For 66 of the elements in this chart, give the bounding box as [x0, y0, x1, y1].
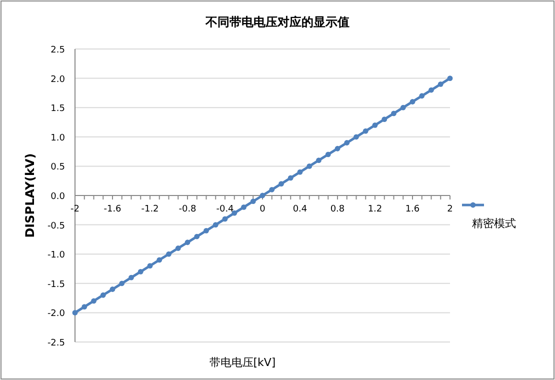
y-tick-label: 2.0 [50, 74, 66, 85]
y-tick-label: -1.0 [47, 250, 66, 261]
point [325, 152, 331, 158]
legend-label: 精密模式 [472, 217, 516, 230]
point [419, 93, 425, 99]
point [222, 216, 228, 222]
point [306, 164, 312, 169]
point [362, 128, 368, 134]
point [334, 146, 340, 152]
point [372, 122, 378, 128]
point [410, 99, 416, 104]
point [297, 169, 303, 175]
point [260, 192, 266, 198]
y-tick-label: 2.5 [50, 46, 65, 56]
point [447, 76, 453, 81]
x-tick-label: -0.8 [178, 204, 197, 214]
point [175, 246, 181, 251]
point [119, 280, 125, 286]
point [212, 222, 218, 228]
point [194, 234, 200, 240]
x-tick-label: -0.4 [216, 204, 234, 214]
point [110, 286, 116, 292]
point [428, 87, 434, 93]
point [184, 240, 190, 246]
x-tick-label: -2 [70, 204, 80, 214]
point [128, 274, 134, 280]
point [250, 198, 256, 204]
x-tick-label: -1.2 [141, 204, 159, 214]
point [288, 175, 294, 181]
point [269, 186, 275, 192]
point [316, 158, 322, 164]
chart-title: 不同带电电压对应的显示值 [204, 15, 350, 29]
x-tick-label: 2 [447, 204, 453, 214]
point [354, 134, 359, 140]
y-axis-title: DISPLAY(kV) [23, 153, 37, 238]
point [156, 257, 162, 263]
point [391, 110, 396, 116]
x-axis-title: 带电电压[kV] [209, 356, 276, 369]
point [138, 268, 144, 274]
x-tick-label: 1.2 [368, 204, 382, 214]
point [100, 292, 106, 298]
x-tick-label: 1.6 [405, 204, 420, 214]
y-tick-label: -2.0 [47, 309, 66, 320]
point [147, 263, 153, 269]
point [91, 298, 96, 304]
point [438, 81, 444, 87]
x-tick-label: -1.6 [104, 204, 122, 214]
point [72, 310, 78, 316]
x-tick-label: 0.8 [330, 204, 345, 214]
y-tick-label: 1.0 [50, 133, 66, 144]
point [344, 140, 350, 146]
point [400, 104, 406, 110]
point [278, 181, 284, 186]
y-tick-label: 1.5 [50, 104, 65, 114]
point [204, 228, 209, 234]
y-tick-label: -2.5 [47, 338, 65, 348]
point [382, 116, 388, 122]
y-tick-label: -1.5 [47, 280, 65, 290]
y-tick-label: 0.0 [50, 192, 66, 202]
x-tick-label: 0.4 [292, 204, 308, 214]
y-tick-label: -0.5 [47, 221, 65, 232]
x-tick-label: 0 [260, 204, 266, 214]
point [166, 251, 172, 257]
point [82, 304, 88, 310]
point [241, 204, 246, 210]
y-tick-label: 0.5 [50, 162, 65, 173]
